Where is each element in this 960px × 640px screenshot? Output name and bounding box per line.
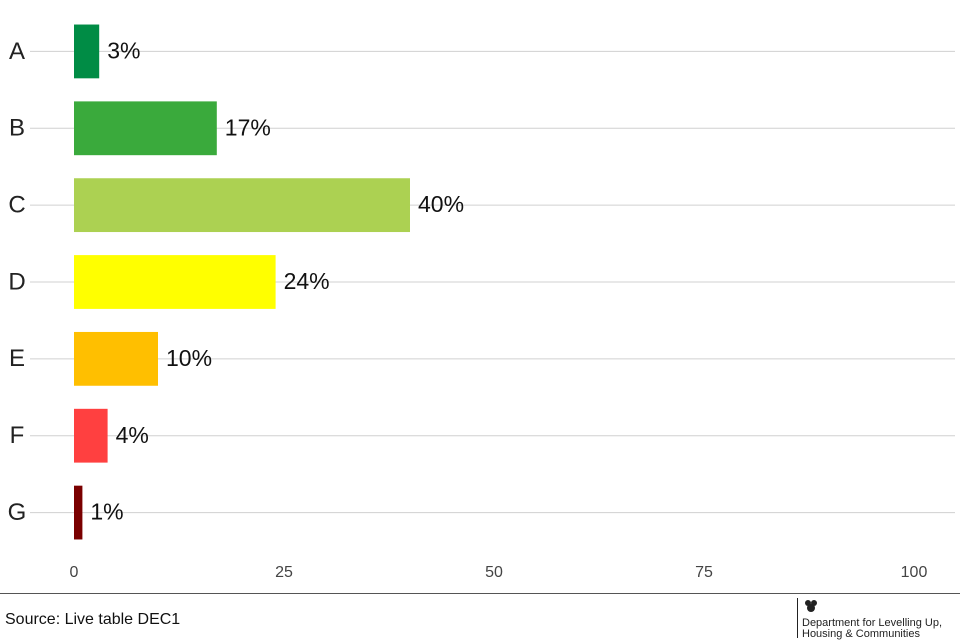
value-label: 40% (418, 191, 464, 217)
value-label: 10% (166, 345, 212, 371)
y-tick-label: G (8, 499, 27, 526)
crest (805, 600, 817, 612)
logo-text: Housing & Communities (802, 628, 920, 640)
bar (74, 101, 217, 156)
bar (74, 178, 410, 233)
x-tick-label: 0 (70, 564, 79, 581)
value-label: 17% (225, 114, 271, 140)
y-tick-label: C (8, 191, 25, 218)
value-label: 1% (90, 499, 123, 525)
x-tick-label: 50 (485, 564, 503, 581)
bar (74, 485, 83, 540)
value-label: 3% (107, 38, 140, 64)
x-tick-label: 75 (695, 564, 713, 581)
value-label: 24% (284, 268, 330, 294)
y-tick-label: F (10, 422, 25, 449)
logo-text: Department for Levelling Up, (802, 617, 942, 629)
bar (74, 408, 108, 463)
bar (74, 331, 158, 386)
y-tick-label: E (9, 345, 25, 372)
x-tick-label: 100 (901, 564, 928, 581)
value-label: 4% (116, 422, 149, 448)
bar (74, 255, 276, 309)
y-tick-label: A (9, 38, 25, 65)
bar (74, 24, 100, 79)
y-tick-label: D (8, 268, 25, 295)
y-tick-label: B (9, 115, 25, 142)
source: Source: Live table DEC1 (5, 611, 180, 628)
x-tick-label: 25 (275, 564, 293, 581)
